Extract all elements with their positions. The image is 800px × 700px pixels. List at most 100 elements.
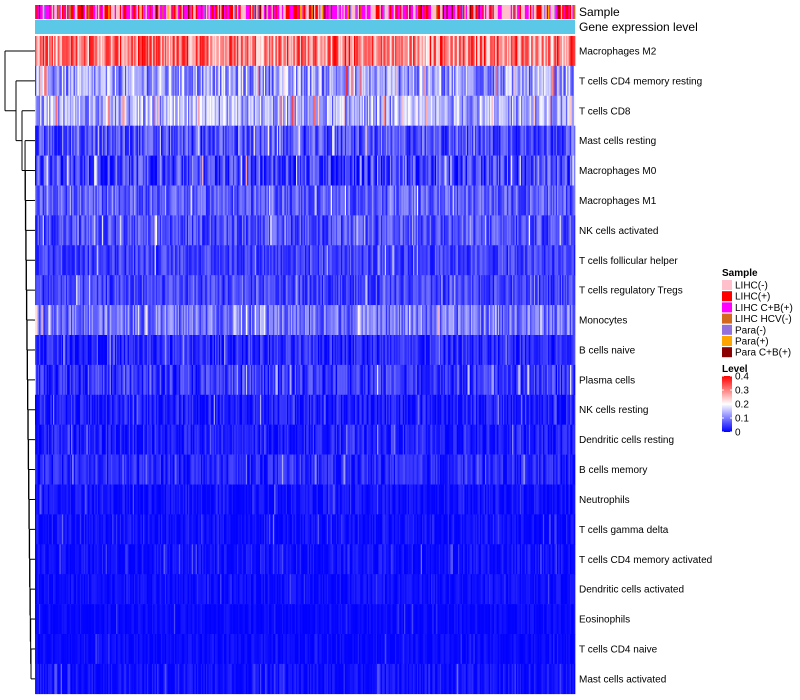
heatmap-cell: [254, 245, 257, 276]
heatmap-cell: [307, 65, 310, 97]
heatmap-cell: [330, 65, 333, 97]
heatmap-cell: [312, 125, 315, 156]
heatmap-cell: [54, 335, 56, 366]
heatmap-cell: [524, 65, 527, 97]
heatmap-cell: [558, 65, 560, 97]
heatmap-cell: [374, 335, 377, 366]
heatmap-cell: [254, 155, 257, 186]
heatmap-cell: [447, 245, 450, 276]
heatmap-cell: [41, 185, 44, 216]
heatmap-cell: [351, 65, 353, 97]
heatmap-cell: [217, 185, 220, 216]
heatmap-cell: [378, 275, 380, 306]
heatmap-cell: [280, 155, 283, 186]
heatmap-cell: [150, 185, 153, 216]
heatmap-cell: [188, 36, 190, 67]
heatmap-cell: [92, 245, 95, 276]
heatmap-cell: [364, 215, 366, 246]
heatmap-cell: [72, 155, 74, 186]
heatmap-cell: [236, 185, 239, 216]
heatmap-cell: [314, 65, 316, 97]
heatmap-cell: [63, 215, 65, 246]
heatmap-cell: [176, 125, 179, 156]
heatmap-cell: [362, 155, 365, 186]
heatmap-cell: [550, 95, 553, 126]
heatmap-cell: [274, 185, 276, 216]
heatmap-cell: [116, 36, 118, 67]
heatmap-cell: [312, 95, 315, 126]
heatmap-cell: [220, 185, 222, 216]
heatmap-cell: [341, 185, 343, 216]
heatmap-cell: [413, 335, 415, 366]
heatmap-cell: [274, 125, 276, 156]
heatmap-cell: [267, 155, 270, 186]
heatmap-cell: [438, 305, 441, 336]
heatmap-cell: [518, 95, 521, 126]
heatmap-cell: [433, 155, 436, 186]
heatmap-cell: [59, 275, 62, 306]
heatmap-cell: [519, 95, 522, 126]
heatmap-cell: [44, 65, 46, 97]
heatmap-cell: [193, 245, 195, 276]
sample-annotation-cell: [563, 5, 566, 19]
heatmap-cell: [220, 36, 222, 67]
sample-annotation-cell: [69, 5, 72, 19]
heatmap-cell: [262, 95, 265, 126]
sample-annotation-cell: [423, 5, 425, 19]
heatmap-cell: [41, 36, 44, 67]
heatmap-cell: [528, 65, 531, 97]
heatmap-cell: [407, 65, 410, 97]
heatmap-cell: [535, 125, 537, 156]
sample-annotation-cell: [135, 5, 137, 19]
heatmap-cell: [319, 65, 321, 97]
heatmap-cell: [212, 335, 215, 366]
heatmap-cell: [125, 36, 127, 67]
heatmap-cell: [94, 155, 96, 186]
heatmap-cell: [474, 275, 477, 306]
heatmap-cell: [299, 245, 302, 276]
heatmap-cell: [234, 245, 236, 276]
sample-annotation-cell: [472, 5, 474, 19]
heatmap-cell: [526, 65, 528, 97]
heatmap-cell: [207, 335, 209, 366]
heatmap-cell: [148, 65, 150, 97]
heatmap-cell: [398, 215, 401, 246]
heatmap-cell: [195, 305, 198, 336]
heatmap-cell: [378, 305, 380, 336]
heatmap-cell: [204, 185, 207, 216]
heatmap-cell: [321, 245, 324, 276]
heatmap-cell: [221, 155, 224, 186]
sample-annotation-cell: [535, 5, 537, 19]
heatmap-cell: [517, 245, 519, 276]
heatmap-cell: [447, 215, 450, 246]
heatmap-cell: [423, 155, 425, 186]
heatmap-cell: [234, 125, 236, 156]
heatmap-cell: [194, 125, 197, 156]
heatmap-cell: [83, 36, 86, 67]
heatmap-cell: [123, 335, 126, 366]
heatmap-cell: [225, 185, 227, 216]
sample-annotation-cell: [132, 5, 135, 19]
heatmap-cell: [248, 275, 251, 306]
heatmap-cell: [369, 335, 371, 366]
heatmap-cell: [319, 125, 321, 156]
heatmap-cell: [380, 95, 383, 126]
heatmap-cell: [68, 245, 71, 276]
heatmap-cell: [131, 185, 134, 216]
heatmap-cell: [436, 305, 438, 336]
heatmap-cell: [121, 155, 123, 186]
heatmap-cell: [257, 125, 260, 156]
heatmap-cell: [494, 275, 496, 306]
heatmap-cell: [492, 185, 495, 216]
heatmap-cell: [213, 65, 216, 97]
heatmap-cell: [50, 155, 53, 186]
heatmap-cell: [275, 36, 278, 67]
heatmap-cell: [251, 125, 253, 156]
sample-annotation-cell: [465, 5, 468, 19]
heatmap-cell: [386, 305, 388, 336]
heatmap-cell: [267, 185, 270, 216]
sample-annotation-cell: [402, 5, 405, 19]
sample-annotation-cell: [393, 5, 396, 19]
heatmap-cell: [549, 125, 551, 156]
heatmap-cell: [189, 335, 191, 366]
